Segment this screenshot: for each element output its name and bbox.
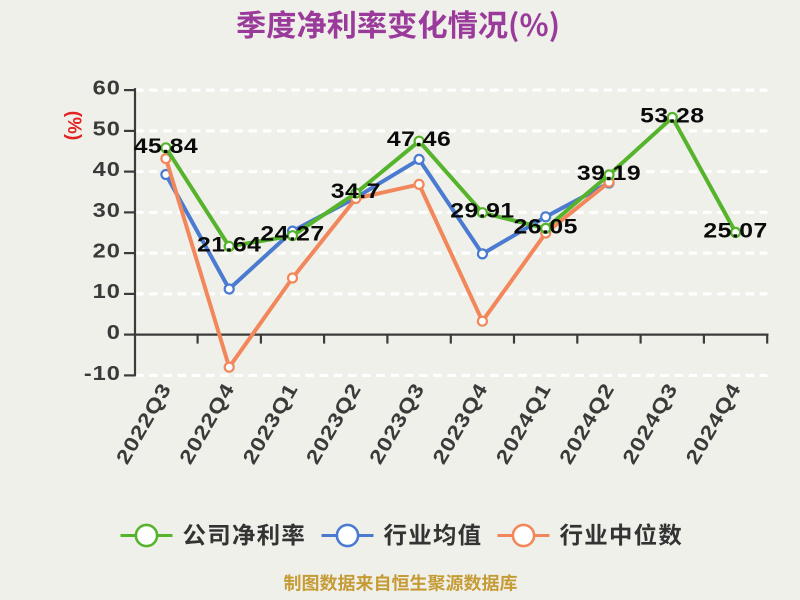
svg-text:45.84: 45.84 (134, 134, 198, 158)
svg-text:20: 20 (93, 239, 121, 262)
svg-text:21.64: 21.64 (197, 232, 261, 256)
svg-text:40: 40 (93, 158, 121, 181)
svg-text:10: 10 (93, 280, 121, 303)
svg-text:30: 30 (93, 199, 121, 222)
svg-text:60: 60 (93, 76, 121, 99)
svg-text:-10: -10 (84, 362, 121, 385)
svg-text:39.19: 39.19 (577, 161, 641, 185)
svg-text:29.91: 29.91 (450, 198, 514, 222)
svg-text:24.27: 24.27 (260, 221, 324, 245)
svg-text:34.7: 34.7 (331, 179, 381, 203)
svg-text:0: 0 (107, 321, 121, 344)
svg-text:53.28: 53.28 (640, 103, 704, 127)
svg-text:50: 50 (93, 117, 121, 140)
svg-text:47.46: 47.46 (387, 127, 451, 151)
svg-text:(%): (%) (63, 111, 84, 141)
svg-text:26.05: 26.05 (514, 214, 578, 238)
svg-text:25.07: 25.07 (703, 218, 767, 242)
